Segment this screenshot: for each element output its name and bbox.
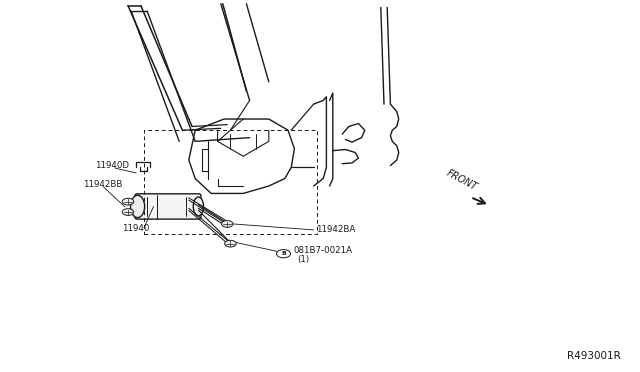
Ellipse shape [131, 195, 145, 218]
Ellipse shape [193, 197, 204, 216]
Text: 11942BA: 11942BA [316, 225, 355, 234]
Text: B: B [281, 251, 286, 256]
Text: 11940D: 11940D [95, 161, 129, 170]
Circle shape [122, 209, 134, 215]
Circle shape [122, 198, 134, 205]
Text: R493001R: R493001R [567, 351, 621, 361]
Text: 11942BB: 11942BB [83, 180, 123, 189]
Circle shape [221, 221, 233, 227]
Text: (1): (1) [297, 255, 309, 264]
Text: 081B7-0021A: 081B7-0021A [294, 246, 353, 254]
Circle shape [225, 240, 236, 247]
Text: FRONT: FRONT [445, 169, 479, 193]
FancyBboxPatch shape [135, 194, 201, 219]
Text: 11940: 11940 [122, 224, 149, 233]
Circle shape [276, 250, 291, 258]
